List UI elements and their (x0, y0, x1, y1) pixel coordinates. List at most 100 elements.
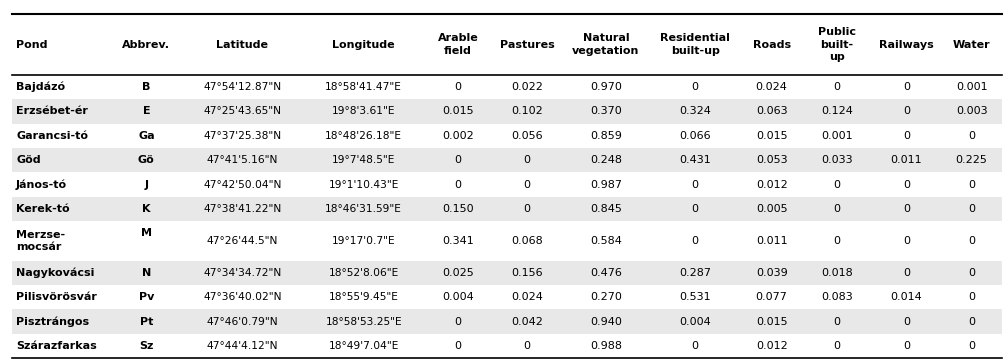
Text: 0.150: 0.150 (442, 204, 474, 214)
Text: 0: 0 (903, 180, 910, 190)
Text: 0: 0 (903, 268, 910, 278)
Text: 0: 0 (454, 155, 461, 165)
Text: Erzsébet-ér: Erzsébet-ér (16, 106, 88, 116)
Text: 0.039: 0.039 (756, 268, 787, 278)
Text: 0: 0 (524, 155, 531, 165)
Text: 47°37'25.38"N: 47°37'25.38"N (203, 131, 282, 141)
Text: Szárazfarkas: Szárazfarkas (16, 341, 97, 351)
Text: 0.001: 0.001 (821, 131, 853, 141)
Text: 0.014: 0.014 (890, 292, 922, 302)
Text: Pv: Pv (139, 292, 154, 302)
Text: 18°55'9.45"E: 18°55'9.45"E (329, 292, 399, 302)
Text: 47°44'4.12"N: 47°44'4.12"N (206, 341, 278, 351)
Text: 0: 0 (834, 236, 840, 246)
Text: 0: 0 (903, 236, 910, 246)
Text: 0: 0 (968, 317, 975, 327)
Text: 0.324: 0.324 (680, 106, 711, 116)
Text: 0.011: 0.011 (890, 155, 922, 165)
Text: K: K (142, 204, 151, 214)
Text: 0.063: 0.063 (756, 106, 787, 116)
Text: 0.024: 0.024 (512, 292, 543, 302)
Text: 47°41'5.16"N: 47°41'5.16"N (206, 155, 278, 165)
Text: 0.012: 0.012 (756, 180, 787, 190)
Text: 0.003: 0.003 (956, 106, 988, 116)
Text: 18°58'41.47"E: 18°58'41.47"E (325, 82, 402, 92)
Text: 47°26'44.5"N: 47°26'44.5"N (206, 236, 278, 246)
Text: 18°49'7.04"E: 18°49'7.04"E (328, 341, 399, 351)
Text: 47°46'0.79"N: 47°46'0.79"N (206, 317, 278, 327)
Text: Sz: Sz (139, 341, 153, 351)
Text: 47°34'34.72"N: 47°34'34.72"N (203, 268, 282, 278)
Text: Arable
field: Arable field (438, 33, 478, 56)
Text: 0.124: 0.124 (821, 106, 853, 116)
Text: 0: 0 (968, 292, 975, 302)
Text: 0.033: 0.033 (821, 155, 853, 165)
Text: 47°42'50.04"N: 47°42'50.04"N (203, 180, 282, 190)
Text: 47°54'12.87"N: 47°54'12.87"N (203, 82, 282, 92)
Text: 0: 0 (834, 341, 840, 351)
Text: 0.025: 0.025 (442, 268, 474, 278)
Text: 0.015: 0.015 (756, 317, 787, 327)
Text: Railways: Railways (879, 39, 933, 50)
Text: 18°58'53.25"E: 18°58'53.25"E (325, 317, 402, 327)
Text: 0.584: 0.584 (590, 236, 622, 246)
Text: 0.940: 0.940 (590, 317, 622, 327)
Text: B: B (142, 82, 150, 92)
Text: Gö: Gö (138, 155, 155, 165)
Text: 0.270: 0.270 (590, 292, 622, 302)
Text: Pt: Pt (140, 317, 153, 327)
Text: 0.068: 0.068 (512, 236, 543, 246)
Text: E: E (143, 106, 150, 116)
Text: Kerek-tó: Kerek-tó (16, 204, 69, 214)
Text: 19°7'48.5"E: 19°7'48.5"E (332, 155, 396, 165)
Text: 0.156: 0.156 (512, 268, 543, 278)
Text: 0.001: 0.001 (956, 82, 988, 92)
Text: 0: 0 (903, 82, 910, 92)
Text: 0: 0 (524, 180, 531, 190)
Text: 0: 0 (692, 236, 699, 246)
Text: Latitude: Latitude (217, 39, 269, 50)
Text: Natural
vegetation: Natural vegetation (572, 33, 639, 56)
Text: M: M (141, 228, 152, 239)
Text: 0: 0 (903, 204, 910, 214)
Text: 0: 0 (454, 341, 461, 351)
Text: Garancsi-tó: Garancsi-tó (16, 131, 88, 141)
Text: 0.004: 0.004 (442, 292, 474, 302)
Text: 0.287: 0.287 (680, 268, 711, 278)
Text: 0: 0 (968, 131, 975, 141)
Text: 0: 0 (968, 268, 975, 278)
Text: 0: 0 (903, 131, 910, 141)
Text: J: J (144, 180, 148, 190)
Text: 47°38'41.22"N: 47°38'41.22"N (203, 204, 282, 214)
Text: Roads: Roads (752, 39, 790, 50)
Text: 0: 0 (692, 204, 699, 214)
Text: 0: 0 (692, 180, 699, 190)
Text: 0: 0 (692, 82, 699, 92)
Text: 0.042: 0.042 (512, 317, 543, 327)
Bar (12, 148, 1002, 173)
Text: Abbrev.: Abbrev. (123, 39, 170, 50)
Text: 0: 0 (834, 317, 840, 327)
Text: 0: 0 (968, 236, 975, 246)
Text: 0.341: 0.341 (442, 236, 474, 246)
Text: N: N (142, 268, 151, 278)
Text: 19°17'0.7"E: 19°17'0.7"E (332, 236, 396, 246)
Text: János-tó: János-tó (16, 180, 67, 190)
Text: Göd: Göd (16, 155, 40, 165)
Text: Residential
built-up: Residential built-up (661, 33, 730, 56)
Bar (12, 197, 1002, 222)
Text: 0: 0 (903, 341, 910, 351)
Text: 0.083: 0.083 (821, 292, 853, 302)
Text: 0.225: 0.225 (956, 155, 988, 165)
Text: 19°8'3.61"E: 19°8'3.61"E (332, 106, 396, 116)
Text: 0.431: 0.431 (680, 155, 711, 165)
Text: 18°48'26.18"E: 18°48'26.18"E (325, 131, 402, 141)
Text: 0.066: 0.066 (680, 131, 711, 141)
Text: 0.012: 0.012 (756, 341, 787, 351)
Text: 0.015: 0.015 (442, 106, 474, 116)
Text: 0: 0 (903, 106, 910, 116)
Text: 0.005: 0.005 (756, 204, 787, 214)
Text: 0: 0 (524, 341, 531, 351)
Text: 0.053: 0.053 (756, 155, 787, 165)
Text: Bajdázó: Bajdázó (16, 82, 65, 92)
